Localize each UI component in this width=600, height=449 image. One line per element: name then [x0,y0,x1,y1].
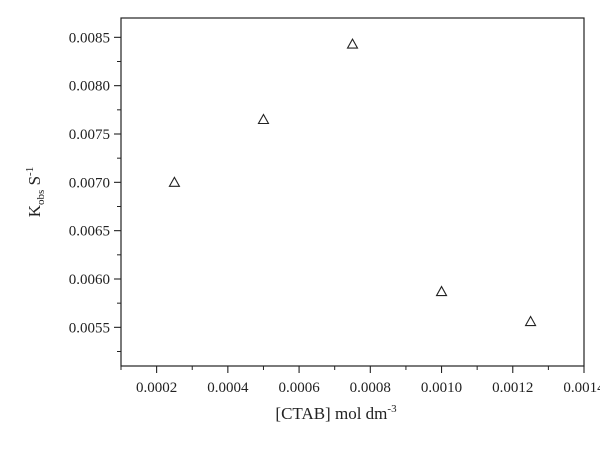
data-point-triangle [346,37,359,49]
data-point-triangle [524,315,537,327]
y-tick-label: 0.0070 [69,175,110,191]
x-tick-label: 0.0008 [350,380,391,396]
data-point-triangle [435,285,448,297]
y-tick-label: 0.0080 [69,79,110,95]
data-point-triangle [168,176,181,187]
x-axis-label-sup: -3 [387,403,397,415]
x-tick-label: 0.0012 [492,380,533,396]
data-points [168,37,537,327]
x-axis-label-main: [CTAB] mol dm [275,404,387,423]
x-tick-label: 0.0014 [563,380,600,396]
y-axis-label-rest: S [25,176,44,190]
y-tick-label: 0.0060 [69,272,110,288]
y-axis-label: Kobs S-1 [24,167,47,217]
y-tick-label: 0.0055 [69,320,110,336]
y-tick-label: 0.0065 [69,224,110,240]
y-axis-ticks: 0.0055 0.0060 0.0065 0.0070 0.0075 0.0080 0.00… [69,30,121,352]
y-axis-label-sub: obs [35,190,47,205]
plot-frame [120,17,585,367]
y-tick-label: 0.0085 [69,30,110,46]
x-axis-label: [CTAB] mol dm-3 [275,403,397,423]
x-tick-label: 0.0002 [136,380,177,396]
x-axis-ticks: 0.0002 0.0004 0.0006 0.0008 0.0010 0.0012 0.00… [120,366,600,396]
x-tick-label: 0.0010 [421,380,462,396]
x-tick-label: 0.0004 [207,380,249,396]
x-tick-label: 0.0006 [278,380,320,396]
y-tick-label: 0.0075 [69,127,110,143]
data-point-triangle [257,113,270,125]
y-axis-label-sup: -1 [24,167,36,176]
y-axis-label-main: K [25,204,44,217]
